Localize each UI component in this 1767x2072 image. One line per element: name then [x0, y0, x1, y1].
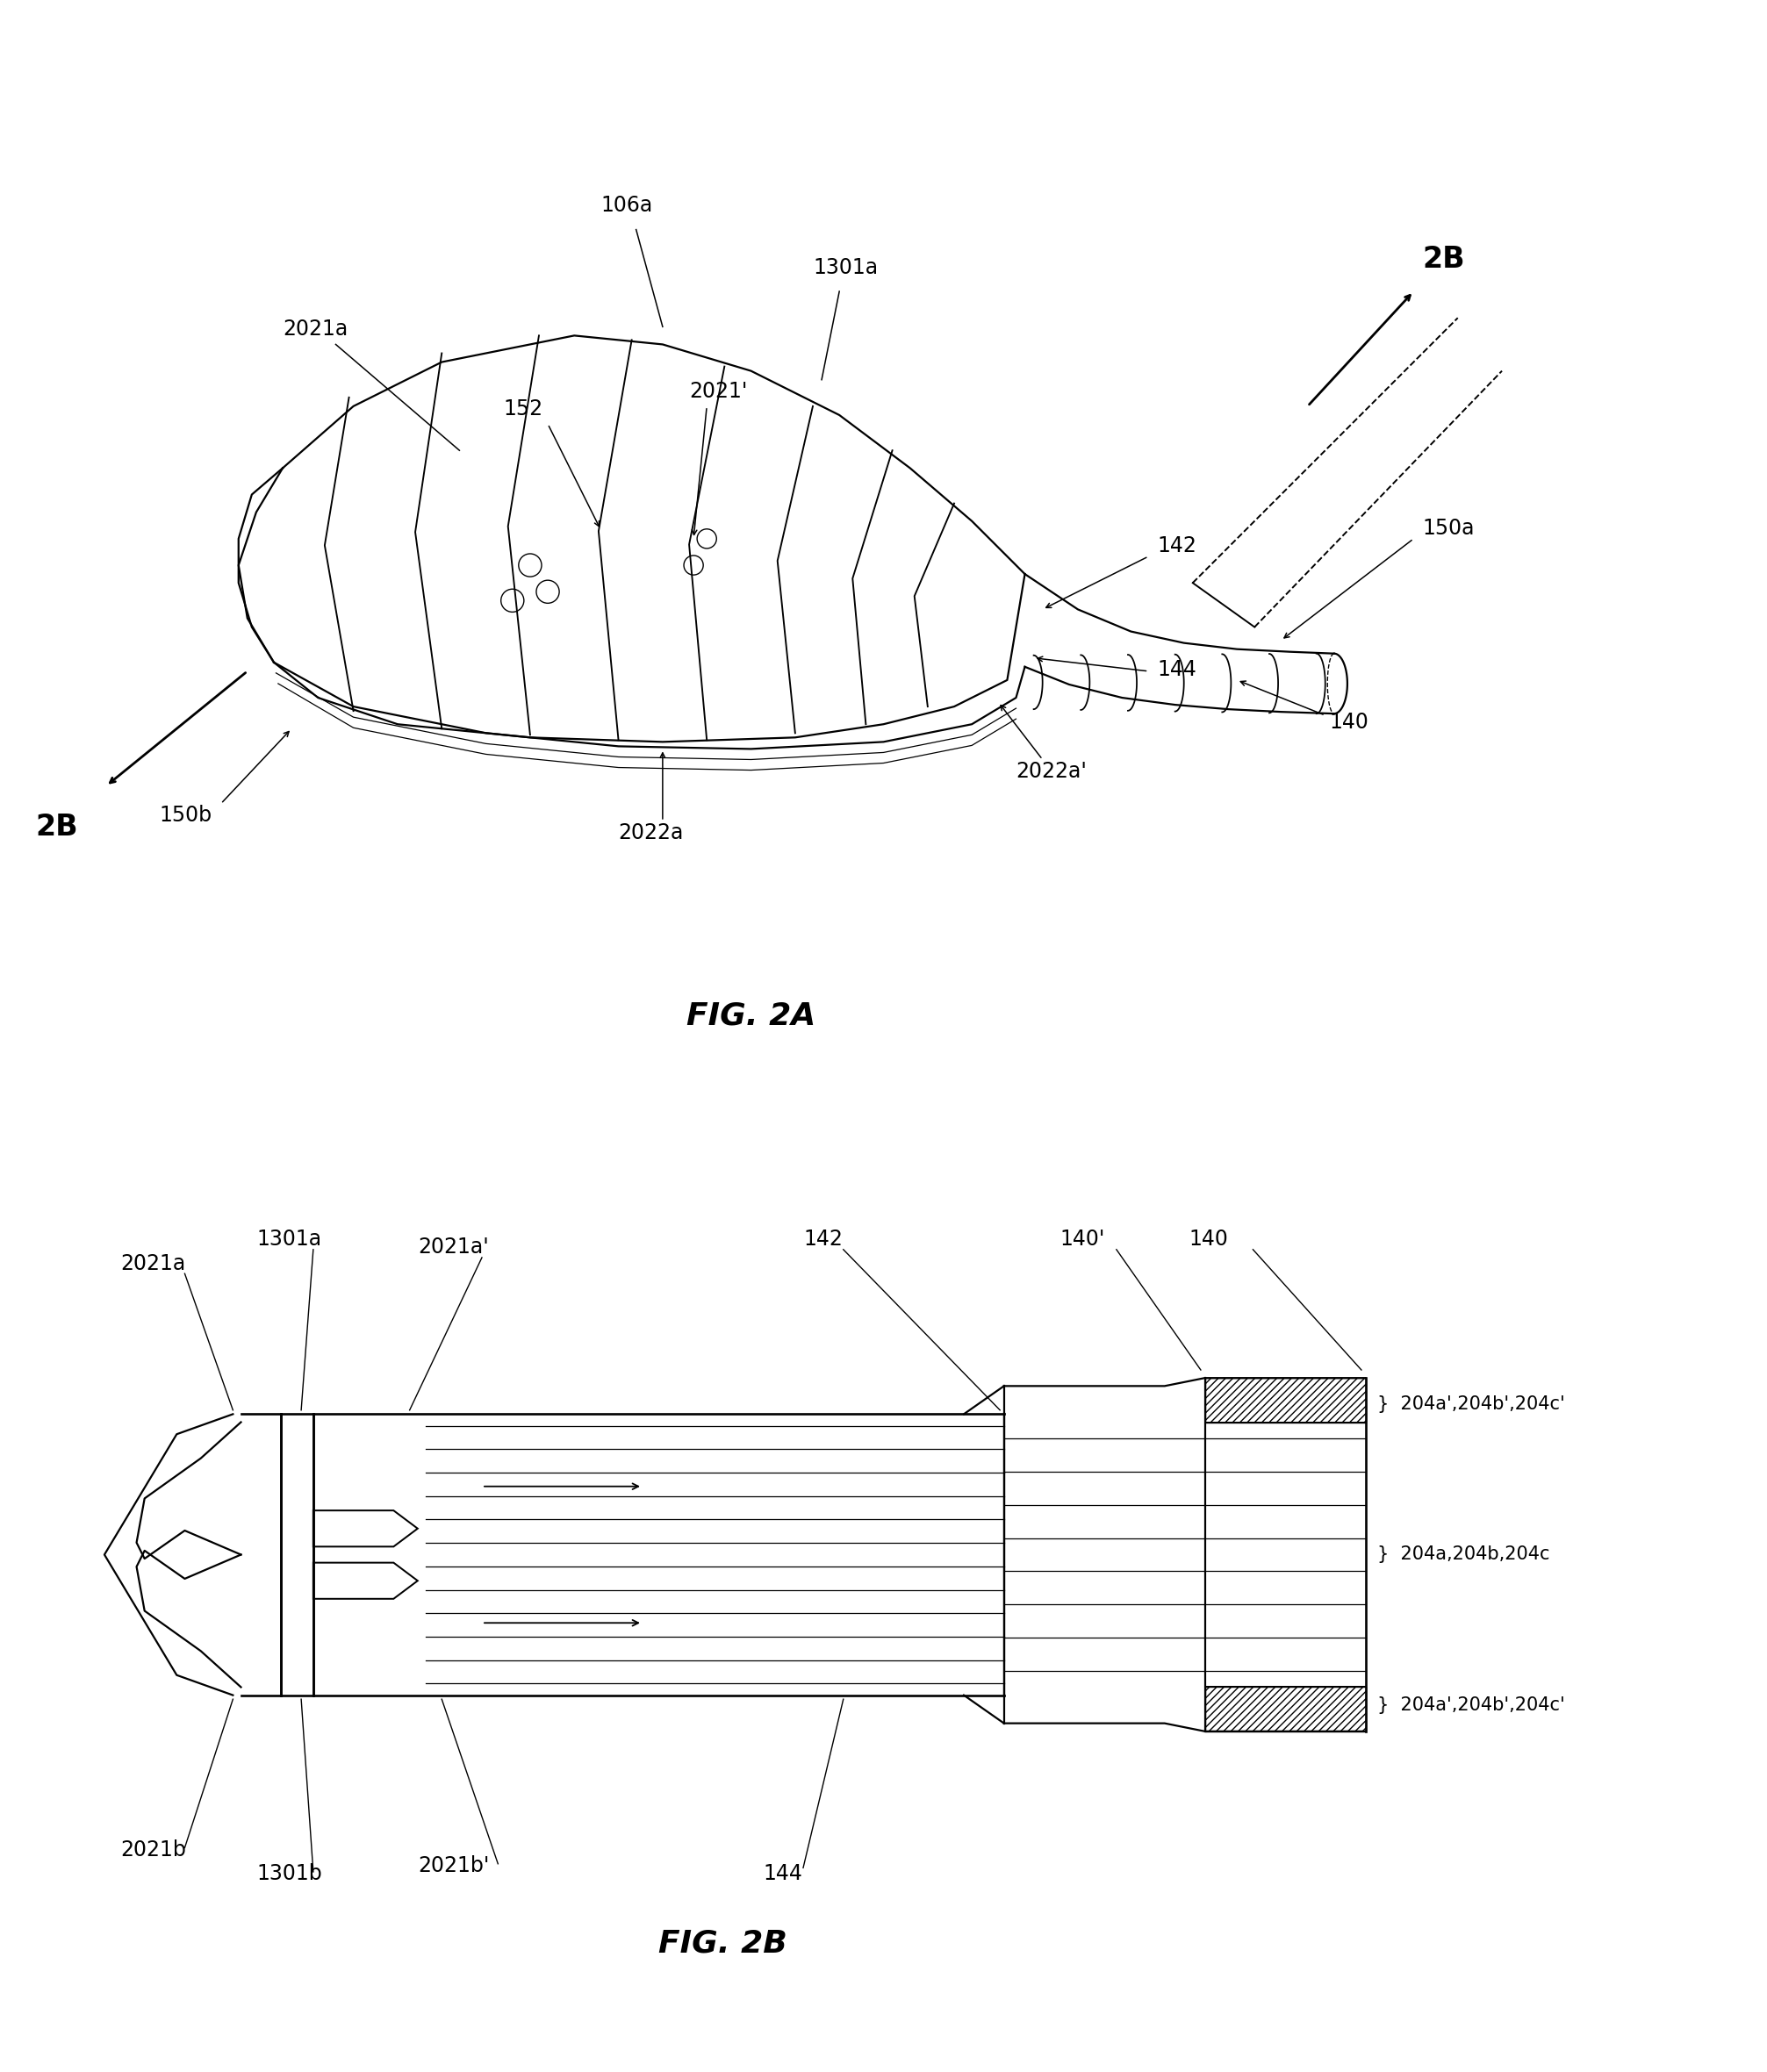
Text: 1301a: 1301a	[256, 1229, 322, 1249]
Text: 150b: 150b	[159, 804, 212, 827]
Text: 2021': 2021'	[689, 381, 747, 402]
Text: 144: 144	[763, 1863, 802, 1883]
Text: 142: 142	[1157, 535, 1196, 557]
Text: 2B: 2B	[1422, 244, 1465, 274]
Text: 144: 144	[1157, 659, 1196, 680]
Text: 2021a: 2021a	[283, 319, 348, 340]
Text: 152: 152	[504, 398, 542, 419]
Bar	[1205, 1378, 1366, 1421]
Text: 2021a': 2021a'	[417, 1237, 488, 1258]
Text: 150a: 150a	[1422, 518, 1475, 539]
Text: 106a: 106a	[601, 195, 652, 215]
Text: 1301b: 1301b	[256, 1863, 323, 1883]
Text: FIG. 2A: FIG. 2A	[686, 1001, 816, 1030]
Text: 2022a: 2022a	[618, 823, 684, 843]
Text: 2021a: 2021a	[120, 1254, 186, 1274]
Text: 142: 142	[804, 1229, 843, 1249]
Text: }  204a',204b',204c': } 204a',204b',204c'	[1378, 1697, 1566, 1714]
Text: 2021b: 2021b	[120, 1840, 186, 1861]
Text: 140: 140	[1189, 1229, 1228, 1249]
Text: FIG. 2B: FIG. 2B	[659, 1929, 788, 1958]
Text: 140': 140'	[1060, 1229, 1106, 1249]
Text: 140: 140	[1331, 713, 1369, 733]
Text: 2021b': 2021b'	[417, 1854, 489, 1877]
Text: 1301a: 1301a	[813, 257, 878, 278]
Text: }  204a,204b,204c: } 204a,204b,204c	[1378, 1546, 1550, 1564]
Text: 2B: 2B	[35, 812, 78, 841]
Text: }  204a',204b',204c': } 204a',204b',204c'	[1378, 1394, 1566, 1413]
Bar	[1205, 1687, 1366, 1732]
Text: 2022a': 2022a'	[1016, 760, 1087, 781]
